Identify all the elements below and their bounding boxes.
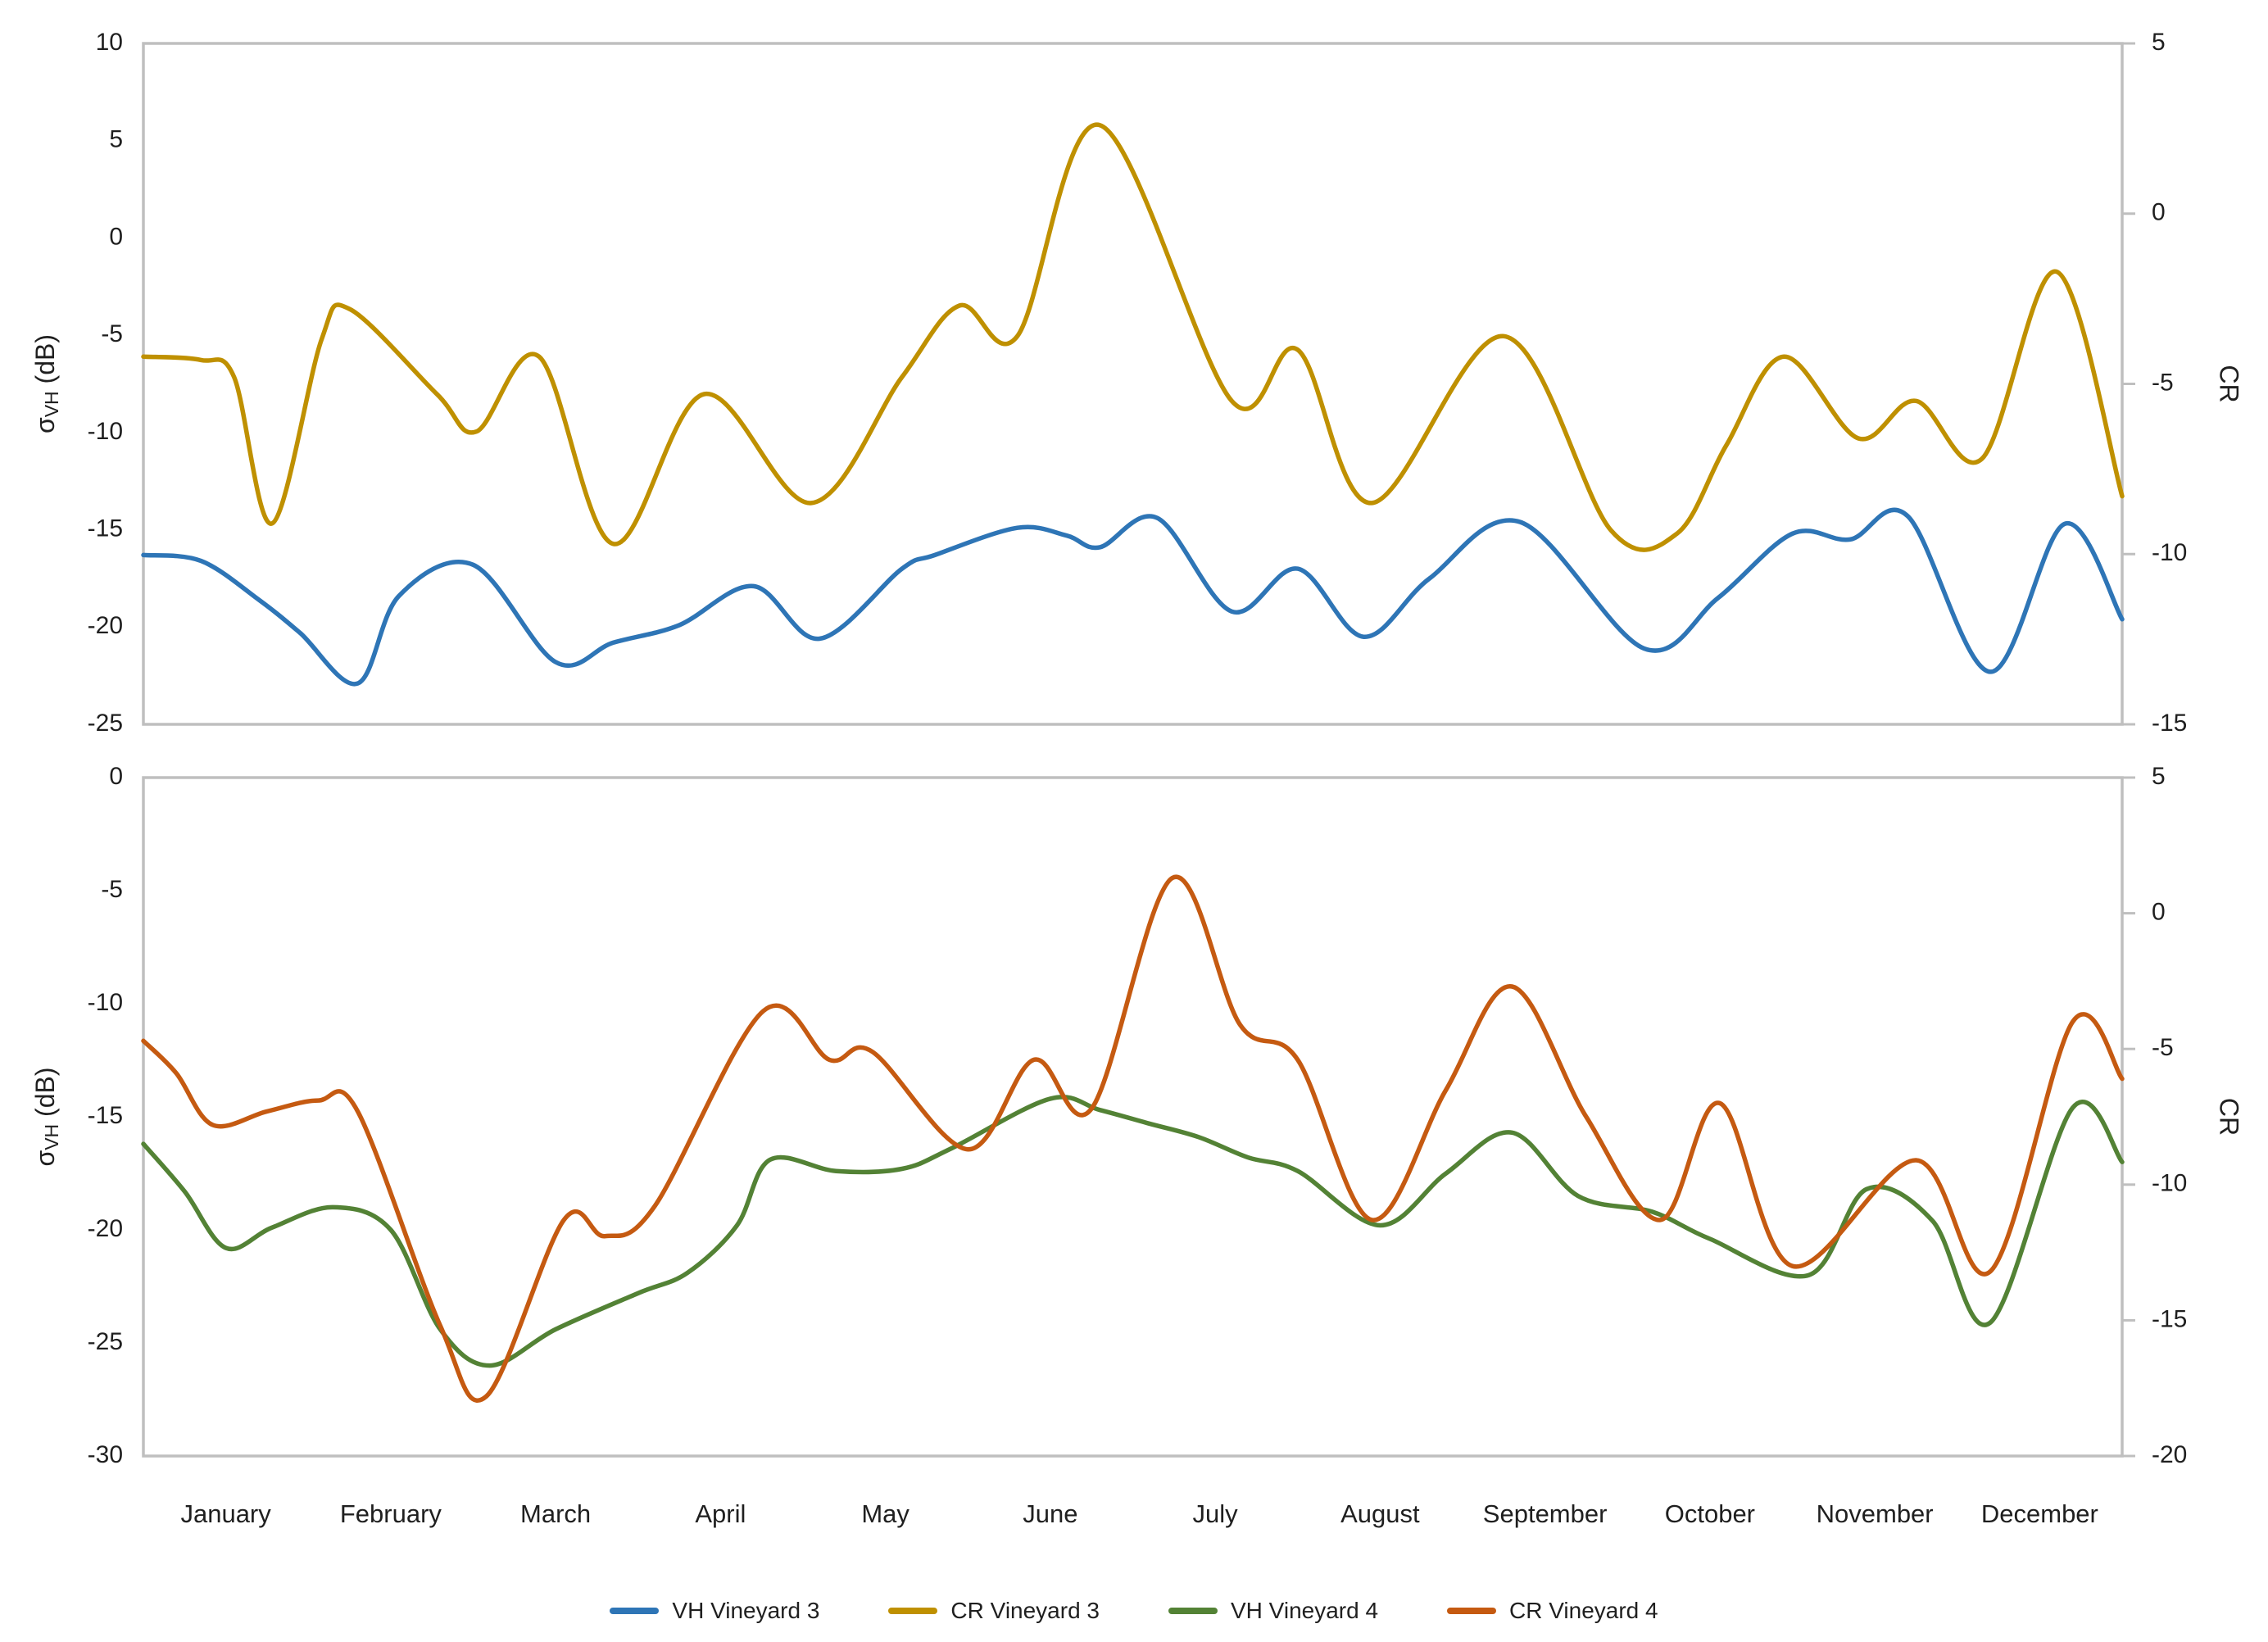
vineyard3-top-chart-right-tick-label: -10	[2152, 539, 2187, 566]
month-label-october: October	[1665, 1499, 1755, 1528]
legend-item-cr-vineyard-4: CR Vineyard 4	[1447, 1598, 1658, 1624]
vineyard4-bottom-chart-left-tick-label: -15	[88, 1102, 123, 1129]
legend-item-vh-vineyard-4: VH Vineyard 4	[1168, 1598, 1378, 1624]
vineyard4-bottom-chart-right-tick-label: -10	[2152, 1170, 2187, 1197]
vineyard3-top-chart-left-tick-label: -10	[88, 418, 123, 445]
vineyard3-top-chart-left-tick-label: -25	[88, 710, 123, 737]
vineyard4-bottom-chart-left-axis-title: σVH (dB)	[30, 1067, 62, 1166]
legend-label-cr-vineyard-3: CR Vineyard 3	[950, 1598, 1100, 1623]
vineyard4-bottom-chart-left-tick-label: -25	[88, 1328, 123, 1355]
vineyard4-bottom-chart-right-axis-title: CR	[2215, 1098, 2244, 1136]
legend-item-vh-vineyard-3: VH Vineyard 3	[610, 1598, 819, 1624]
month-label-november: November	[1817, 1499, 1934, 1528]
series-line-cr-vineyard-3	[141, 122, 2125, 552]
legend-swatch-vh-vineyard-3	[610, 1608, 660, 1614]
vineyard3-top-chart-right-tick-label: 0	[2152, 199, 2166, 226]
vineyard3-top-chart-left-tick-label: 0	[109, 223, 123, 250]
series-line-cr-vineyard-4	[141, 874, 2125, 1403]
month-label-april: April	[695, 1499, 746, 1528]
vineyard3-top-chart-left-axis-title: σVH (dB)	[30, 334, 62, 433]
vineyard3-top-chart-left-tick-label: -20	[88, 612, 123, 639]
vineyard4-bottom-chart-left-tick-label: 0	[109, 763, 123, 790]
vineyard4-bottom-chart-right-tick-label: -20	[2152, 1441, 2187, 1468]
vineyard3-top-chart-left-tick-label: -5	[101, 320, 123, 347]
legend-swatch-vh-vineyard-4	[1168, 1608, 1218, 1614]
month-label-january: January	[180, 1499, 271, 1528]
legend-label-vh-vineyard-3: VH Vineyard 3	[672, 1598, 820, 1623]
vineyard4-bottom-chart-right-tick-label: -5	[2152, 1034, 2174, 1061]
vineyard3-top-chart-right-axis-title: CR	[2215, 365, 2244, 402]
legend-swatch-cr-vineyard-3	[888, 1608, 938, 1614]
month-label-june: June	[1023, 1499, 1077, 1528]
vineyard4-bottom-chart-right-tick-label: -15	[2152, 1305, 2187, 1332]
vineyard4-bottom-chart-right-tick-label: 5	[2152, 763, 2166, 790]
month-label-september: September	[1483, 1499, 1608, 1528]
vineyard3-top-chart-left-tick-label: 10	[96, 29, 123, 56]
month-label-july: July	[1193, 1499, 1239, 1528]
month-label-december: December	[1981, 1499, 2098, 1528]
legend-swatch-cr-vineyard-4	[1447, 1608, 1497, 1614]
vineyard4-bottom-chart-left-tick-label: -20	[88, 1215, 123, 1242]
month-label-february: February	[340, 1499, 442, 1528]
vineyard3-top-chart-plot-border	[142, 42, 2124, 726]
chart-legend: VH Vineyard 3 CR Vineyard 3 VH Vineyard …	[0, 1586, 2268, 1635]
series-line-vh-vineyard-4	[141, 1095, 2125, 1368]
legend-item-cr-vineyard-3: CR Vineyard 3	[888, 1598, 1100, 1624]
vineyard3-top-chart-left-tick-label: 5	[109, 126, 123, 153]
month-label-may: May	[861, 1499, 909, 1528]
vineyard3-top-chart-right-tick-label: 5	[2152, 29, 2166, 56]
vineyard4-bottom-chart-right-tick-label: 0	[2152, 899, 2166, 926]
vineyard3-top-chart-right-tick-label: -5	[2152, 369, 2174, 396]
legend-label-vh-vineyard-4: VH Vineyard 4	[1231, 1598, 1379, 1623]
vineyard4-bottom-chart-left-tick-label: -30	[88, 1441, 123, 1468]
vineyard4-bottom-chart-left-tick-label: -5	[101, 876, 123, 903]
legend-label-cr-vineyard-4: CR Vineyard 4	[1509, 1598, 1658, 1623]
series-line-vh-vineyard-3	[141, 507, 2125, 687]
vineyard4-bottom-chart-left-tick-label: -10	[88, 989, 123, 1016]
vineyard4-bottom-chart-plot-border	[142, 776, 2124, 1458]
vineyard3-top-chart-left-tick-label: -15	[88, 515, 123, 542]
vineyard3-top-chart-right-tick-label: -15	[2152, 710, 2187, 737]
month-label-august: August	[1340, 1499, 1420, 1528]
month-label-march: March	[520, 1499, 591, 1528]
